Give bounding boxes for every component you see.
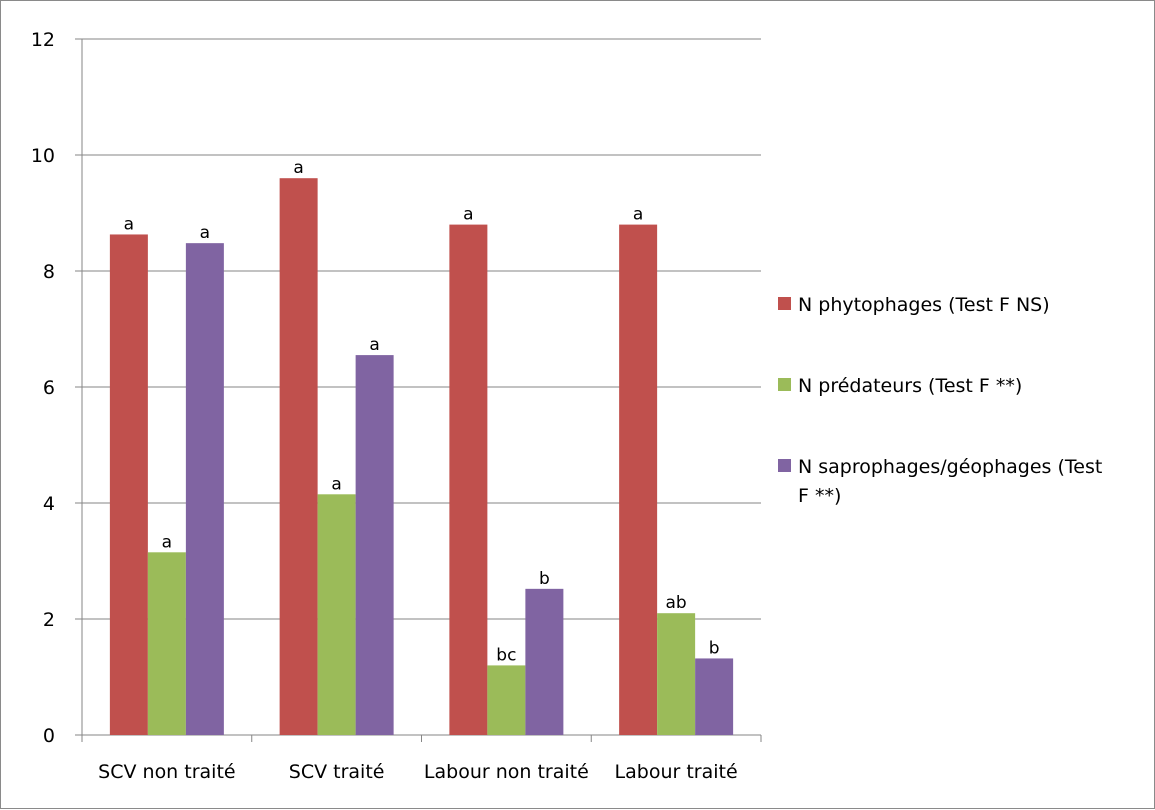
data-label: bc xyxy=(496,645,516,665)
bar xyxy=(355,355,394,735)
data-labels: a a a a a a a bc b a ab b xyxy=(124,158,720,665)
legend-label: N prédateurs (Test F **) xyxy=(798,375,1022,397)
data-label: a xyxy=(369,335,379,355)
bar xyxy=(695,658,734,735)
bar xyxy=(185,243,224,735)
y-tick-label: 6 xyxy=(43,377,55,399)
legend-swatch xyxy=(778,378,791,391)
y-tick-label: 0 xyxy=(43,725,55,747)
data-label: ab xyxy=(666,593,687,613)
legend-label: F **) xyxy=(798,485,841,507)
data-label: a xyxy=(331,474,341,494)
x-category-label: SCV traité xyxy=(289,761,385,783)
legend: N phytophages (Test F NS) N prédateurs (T… xyxy=(778,294,1102,507)
legend-label: N saprophages/géophages (Test xyxy=(798,456,1102,478)
legend-label: N phytophages (Test F NS) xyxy=(798,294,1050,316)
bar xyxy=(109,234,148,735)
x-axis-categories: SCV non traité SCV traité Labour non trait… xyxy=(98,761,738,783)
y-tick-label: 12 xyxy=(31,29,55,51)
bar xyxy=(317,494,356,735)
legend-swatch xyxy=(778,459,791,472)
y-tick-label: 4 xyxy=(43,493,55,515)
data-label: b xyxy=(709,638,720,658)
data-label: b xyxy=(539,569,550,589)
bar xyxy=(525,588,564,735)
y-axis-ticks: 0 2 4 6 8 10 12 xyxy=(31,29,55,747)
data-label: a xyxy=(293,158,303,178)
x-category-label: Labour traité xyxy=(615,761,738,783)
x-category-label: SCV non traité xyxy=(98,761,235,783)
bar xyxy=(279,178,318,735)
bar xyxy=(657,613,696,735)
bar xyxy=(487,665,526,735)
data-label: a xyxy=(162,532,172,552)
gridlines xyxy=(82,38,761,620)
y-tick-label: 8 xyxy=(43,261,55,283)
bar xyxy=(147,552,186,735)
bar xyxy=(449,224,488,735)
bar xyxy=(619,224,658,735)
data-label: a xyxy=(463,205,473,225)
y-tick-label: 10 xyxy=(31,145,55,167)
data-label: a xyxy=(124,214,134,234)
y-tick-label: 2 xyxy=(43,609,55,631)
data-label: a xyxy=(633,205,643,225)
x-category-label: Labour non traité xyxy=(424,761,589,783)
legend-swatch xyxy=(778,297,791,310)
data-label: a xyxy=(200,223,210,243)
bars xyxy=(109,178,734,735)
